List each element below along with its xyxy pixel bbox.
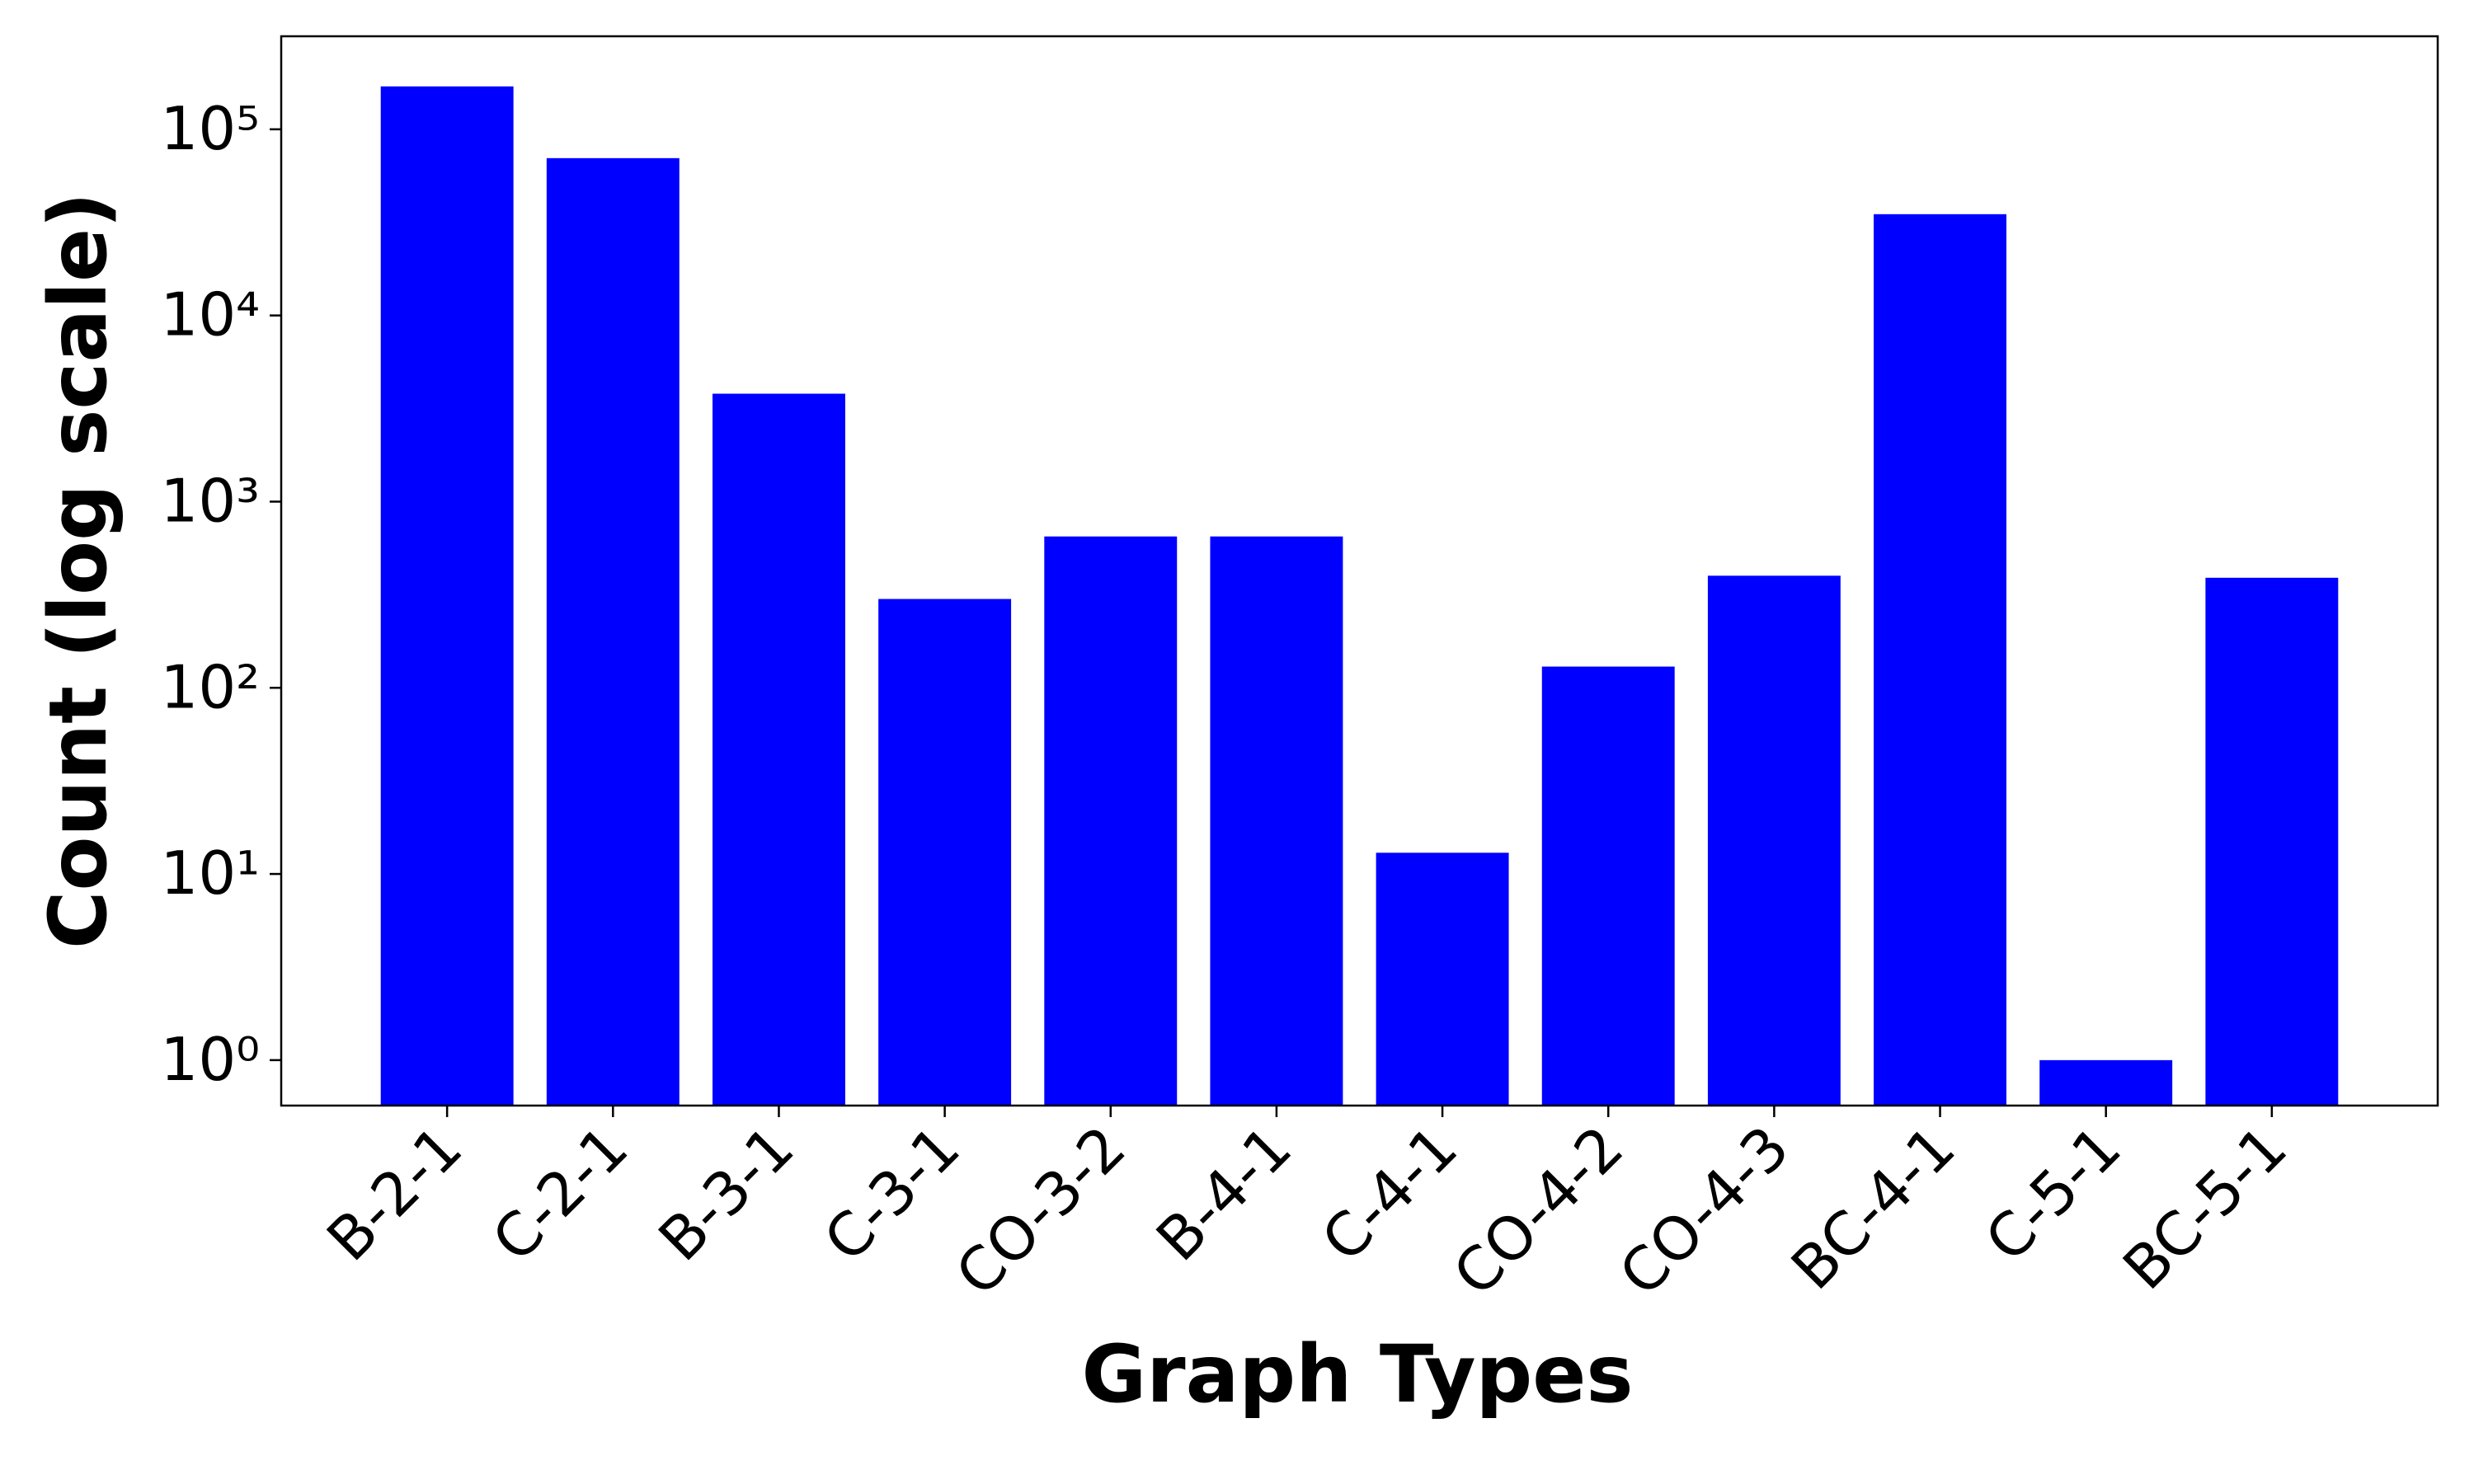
bar (1210, 536, 1343, 1106)
bar (1376, 852, 1509, 1106)
bar (1874, 214, 2006, 1106)
y-tick-label: 10² (161, 652, 260, 721)
y-axis-title: Count (log scale) (32, 192, 125, 949)
bar (380, 86, 514, 1106)
x-tick-label: CO-4-3 (1606, 1113, 1802, 1309)
x-tick-label: C-5-1 (1972, 1113, 2133, 1275)
plot-frame (280, 35, 2439, 1107)
bar (878, 599, 1012, 1106)
x-axis-title: Graph Types (1081, 1328, 1633, 1421)
bar (2039, 1059, 2173, 1106)
x-tick-label: BC-4-1 (1778, 1113, 1968, 1303)
x-tick-label: C-4-1 (1309, 1113, 1470, 1275)
x-tick-label: BC-5-1 (2109, 1113, 2300, 1303)
bar (546, 157, 680, 1106)
x-tick-label: B-2-1 (313, 1113, 475, 1275)
x-tick-label: CO-3-2 (943, 1113, 1139, 1309)
bar (1707, 575, 1841, 1106)
y-tick-label: 10⁰ (161, 1025, 260, 1094)
y-tick-label: 10⁵ (161, 94, 260, 163)
x-tick-label: B-4-1 (1143, 1113, 1305, 1275)
y-tick-label: 10¹ (161, 838, 260, 908)
x-tick-label: C-2-1 (479, 1113, 641, 1275)
y-tick-label: 10⁴ (161, 280, 260, 350)
bar (1044, 536, 1178, 1106)
x-tick-label: B-3-1 (646, 1113, 807, 1275)
bar (1541, 666, 1675, 1106)
bar (713, 393, 845, 1106)
bar (2205, 577, 2339, 1106)
x-tick-label: CO-4-2 (1440, 1113, 1636, 1309)
x-tick-label: C-3-1 (811, 1113, 972, 1275)
y-tick-label: 10³ (161, 466, 260, 535)
